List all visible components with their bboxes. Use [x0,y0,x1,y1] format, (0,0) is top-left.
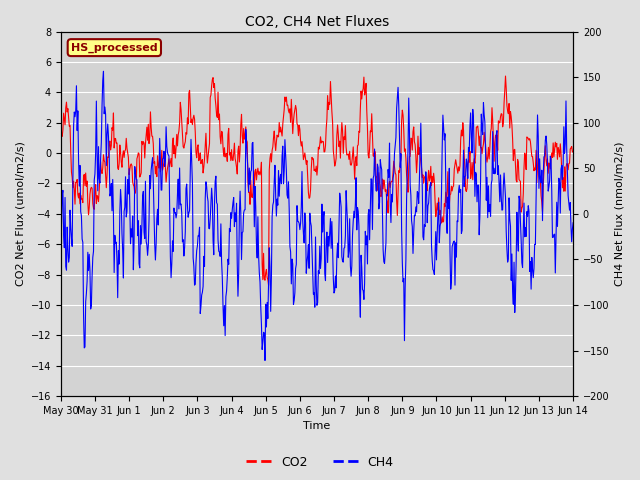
Y-axis label: CO2 Net Flux (umol/m2/s): CO2 Net Flux (umol/m2/s) [15,142,25,286]
X-axis label: Time: Time [303,421,331,432]
Legend: CO2, CH4: CO2, CH4 [241,451,399,474]
Line: CH4: CH4 [61,71,573,360]
Text: HS_processed: HS_processed [71,43,157,53]
Y-axis label: CH4 Net Flux (nmol/m2/s): CH4 Net Flux (nmol/m2/s) [615,142,625,286]
Line: CO2: CO2 [61,76,573,285]
Title: CO2, CH4 Net Fluxes: CO2, CH4 Net Fluxes [245,15,389,29]
